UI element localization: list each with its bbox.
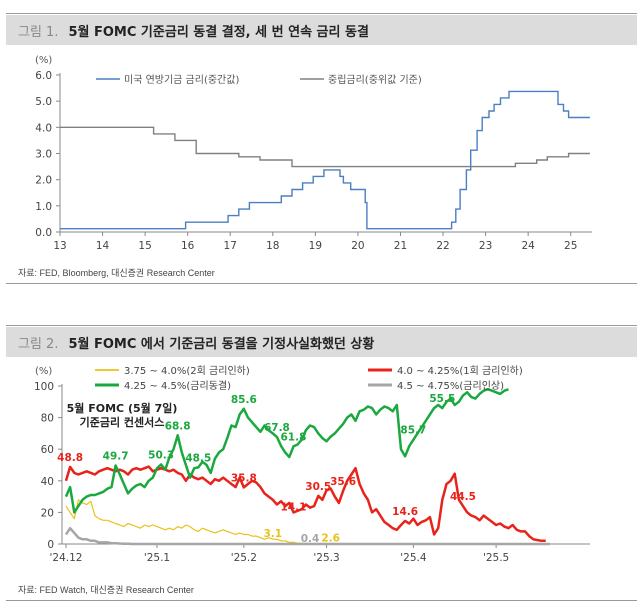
data-label: 49.7 bbox=[103, 450, 129, 462]
data-label: 61.8 bbox=[280, 431, 306, 443]
x-tick-label: 16 bbox=[181, 240, 195, 252]
data-label: 14.6 bbox=[392, 506, 418, 518]
figure1-title-bar: 그림 1. 5월 FOMC 기준금리 동결 결정, 세 번 연속 금리 동결 bbox=[6, 15, 637, 45]
data-label: 55.5 bbox=[429, 393, 455, 405]
data-label: 85.6 bbox=[231, 394, 257, 406]
series-line-2 bbox=[60, 126, 590, 168]
x-tick-label: 23 bbox=[479, 240, 492, 252]
figure2-source: 자료: FED Watch, 대신증권 Research Center bbox=[18, 585, 194, 595]
legend-label-4: 4.5 ~ 4.75%(금리인상) bbox=[397, 380, 504, 392]
x-tick-label: 18 bbox=[266, 240, 279, 252]
divider-fig1-bottom bbox=[6, 283, 637, 284]
x-tick-label: 13 bbox=[53, 240, 66, 252]
legend-label-3: 4.25 ~ 4.5%(금리동결) bbox=[124, 380, 231, 392]
divider-top bbox=[6, 13, 637, 14]
divider-fig2-bottom bbox=[6, 600, 637, 601]
x-tick-label: '25.1 bbox=[144, 552, 170, 564]
annotation-line-2: 기준금리 컨센서스 bbox=[80, 415, 165, 429]
y-tick-label: 4.0 bbox=[35, 122, 52, 134]
y-unit-label: (%) bbox=[35, 366, 52, 377]
annotation-line-1: 5월 FOMC (5월 7일) bbox=[67, 401, 178, 415]
x-tick-label: '25.4 bbox=[400, 552, 427, 564]
data-label: 14.1 bbox=[280, 501, 306, 513]
x-tick-label: 24 bbox=[521, 240, 535, 252]
y-tick-label: 5.0 bbox=[35, 96, 52, 108]
x-tick-label: 15 bbox=[138, 240, 151, 252]
data-label: 35.6 bbox=[330, 476, 356, 488]
data-label: 30.5 bbox=[305, 481, 331, 493]
x-tick-label: 21 bbox=[394, 240, 407, 252]
x-tick-label: 14 bbox=[96, 240, 110, 252]
divider-fig2-top bbox=[6, 325, 637, 326]
series-line-2 bbox=[64, 465, 546, 543]
legend-label-1: 3.75 ~ 4.0%(2회 금리인하) bbox=[124, 364, 250, 377]
data-label: 50.3 bbox=[148, 450, 174, 462]
data-label: 48.8 bbox=[57, 452, 83, 464]
x-tick-label: '25.5 bbox=[483, 552, 509, 564]
figure1-title: 5월 FOMC 기준금리 동결 결정, 세 번 연속 금리 동결 bbox=[68, 24, 369, 40]
x-tick-label: 20 bbox=[351, 240, 364, 252]
figure2-number: 그림 2. bbox=[18, 336, 59, 352]
data-label: 68.8 bbox=[165, 420, 191, 432]
x-tick-label: '24.12 bbox=[50, 552, 83, 564]
y-tick-label: 80 bbox=[41, 413, 54, 425]
series-line-3 bbox=[64, 387, 509, 514]
y-tick-label: 2.0 bbox=[35, 175, 52, 187]
y-unit-label: (%) bbox=[35, 55, 52, 66]
data-label: 48.5 bbox=[185, 452, 211, 464]
y-tick-label: 1.0 bbox=[35, 201, 52, 213]
series-line-1 bbox=[60, 90, 590, 230]
y-tick-label: 100 bbox=[34, 381, 54, 393]
chart-fed-rate: (%) 0.0 1.0 2.0 3.0 4.0 5.0 6.0 13 14 15 16 17 18 19 20… bbox=[35, 55, 592, 252]
legend-label-2: 중립금리(중위값 기준) bbox=[328, 73, 422, 86]
y-tick-label: 0.0 bbox=[35, 227, 52, 239]
figure2-title-bar: 그림 2. 5월 FOMC 에서 기준금리 동결을 기정사실화했던 상황 bbox=[6, 327, 637, 357]
figure1-number: 그림 1. bbox=[18, 24, 59, 40]
legend-label-2: 4.0 ~ 4.25%(1회 금리인하) bbox=[397, 364, 523, 377]
data-label: 2.6 bbox=[321, 533, 340, 545]
y-tick-label: 20 bbox=[41, 507, 54, 519]
chart-fed-watch: (%) 0 20 40 60 80 100 '24.12 '25.1 '25.2 '25.3 '25.… bbox=[34, 358, 590, 564]
x-tick-label: 19 bbox=[309, 240, 322, 252]
x-tick-label: 22 bbox=[436, 240, 449, 252]
legend-label-1: 미국 연방기금 금리(중간값) bbox=[124, 74, 239, 86]
y-tick-label: 40 bbox=[41, 476, 54, 488]
data-label: 35.8 bbox=[231, 472, 257, 484]
y-tick-label: 60 bbox=[41, 444, 54, 456]
y-tick-label: 3.0 bbox=[35, 149, 52, 161]
y-tick-label: 0 bbox=[47, 539, 54, 551]
figure1-source: 자료: FED, Bloomberg, 대신증권 Research Center bbox=[18, 268, 215, 278]
y-tick-label: 6.0 bbox=[35, 70, 52, 82]
figure2-title: 5월 FOMC 에서 기준금리 동결을 기정사실화했던 상황 bbox=[68, 336, 375, 352]
x-tick-label: '25.3 bbox=[313, 552, 339, 564]
x-tick-label: '25.2 bbox=[231, 552, 257, 564]
series-line-4 bbox=[64, 526, 550, 546]
x-tick-label: 25 bbox=[564, 240, 577, 252]
data-label: 67.8 bbox=[264, 422, 290, 434]
data-label: 44.5 bbox=[450, 491, 476, 503]
data-label: 2.1 bbox=[555, 358, 574, 361]
data-label: 3.1 bbox=[263, 528, 282, 540]
data-label: 0.4 bbox=[301, 533, 320, 545]
data-label: 85.7 bbox=[400, 425, 426, 437]
data-label: 97.9 bbox=[551, 358, 577, 361]
x-tick-label: 17 bbox=[224, 240, 237, 252]
